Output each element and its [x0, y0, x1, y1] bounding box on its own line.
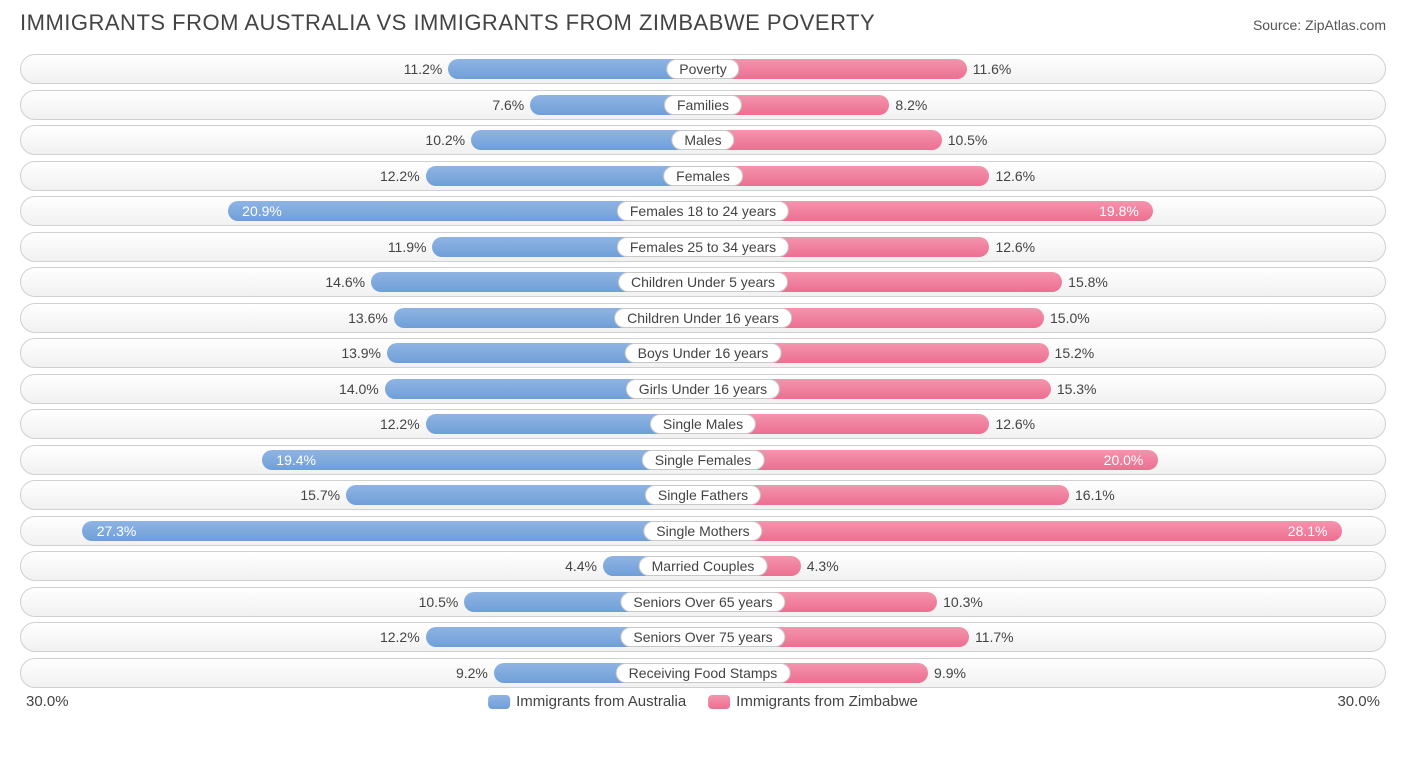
chart-row: 15.7% 16.1% Single Fathers [20, 480, 1386, 510]
value-left: 13.6% [348, 310, 388, 326]
category-label: Seniors Over 75 years [620, 627, 785, 647]
chart-row: 12.2% 12.6% Single Males [20, 409, 1386, 439]
category-label: Single Males [650, 414, 756, 434]
value-right: 8.2% [895, 97, 927, 113]
value-left: 14.0% [339, 381, 379, 397]
bar-left [448, 59, 703, 79]
legend-item-left: Immigrants from Australia [488, 693, 686, 710]
category-label: Married Couples [639, 556, 768, 576]
value-right: 15.2% [1055, 345, 1095, 361]
axis-max-left: 30.0% [26, 693, 69, 710]
value-left: 11.9% [388, 239, 427, 255]
value-right: 12.6% [995, 239, 1035, 255]
category-label: Poverty [666, 59, 739, 79]
category-label: Single Females [642, 450, 765, 470]
diverging-bar-chart: 11.2%11.6%Poverty7.6%8.2%Families10.2%10… [20, 54, 1386, 688]
value-right: 9.9% [934, 665, 966, 681]
chart-row: 10.2% 10.5% Males [20, 125, 1386, 155]
chart-title: IMMIGRANTS FROM AUSTRALIA VS IMMIGRANTS … [20, 10, 875, 36]
bar-left [471, 130, 703, 150]
header: IMMIGRANTS FROM AUSTRALIA VS IMMIGRANTS … [20, 10, 1386, 36]
value-left: 10.2% [425, 132, 465, 148]
category-label: Females 25 to 34 years [617, 237, 789, 257]
value-left: 27.3% [97, 523, 137, 539]
value-left: 4.4% [565, 558, 597, 574]
axis-row: 30.0% Immigrants from Australia Immigran… [20, 693, 1386, 710]
chart-row: 11.9% 12.6% Females 25 to 34 years [20, 232, 1386, 262]
chart-row: 14.0% 15.3% Girls Under 16 years [20, 374, 1386, 404]
value-right: 10.3% [943, 594, 983, 610]
source-name: ZipAtlas.com [1305, 17, 1386, 33]
chart-row: 10.5% 10.3% Seniors Over 65 years [20, 587, 1386, 617]
category-label: Single Fathers [645, 485, 761, 505]
chart-row: 12.2% 11.7% Seniors Over 75 years [20, 622, 1386, 652]
bar-left [82, 521, 703, 541]
category-label: Females [663, 166, 743, 186]
category-label: Single Mothers [643, 521, 762, 541]
category-label: Receiving Food Stamps [616, 663, 791, 683]
bar-right [703, 521, 1342, 541]
chart-row: 13.9% 15.2% Boys Under 16 years [20, 338, 1386, 368]
value-right: 10.5% [948, 132, 988, 148]
value-left: 11.2% [404, 61, 443, 77]
category-label: Males [671, 130, 734, 150]
axis-max-right: 30.0% [1337, 693, 1380, 710]
category-label: Girls Under 16 years [626, 379, 780, 399]
category-label: Females 18 to 24 years [617, 201, 789, 221]
legend-label-left: Immigrants from Australia [516, 693, 686, 710]
value-left: 9.2% [456, 665, 488, 681]
source-attribution: Source: ZipAtlas.com [1253, 17, 1386, 33]
value-right: 11.7% [975, 629, 1014, 645]
value-left: 14.6% [325, 274, 365, 290]
value-right: 15.3% [1057, 381, 1097, 397]
bar-right [703, 130, 942, 150]
value-left: 12.2% [380, 168, 420, 184]
bar-right [703, 59, 967, 79]
chart-row: 9.2% 9.9% Receiving Food Stamps [20, 658, 1386, 688]
category-label: Seniors Over 65 years [620, 592, 785, 612]
value-left: 15.7% [300, 487, 340, 503]
chart-row: 11.2% 11.6% Poverty [20, 54, 1386, 84]
chart-row: 4.4% 4.3% Married Couples [20, 551, 1386, 581]
value-right: 12.6% [995, 168, 1035, 184]
legend-item-right: Immigrants from Zimbabwe [708, 693, 918, 710]
value-right: 28.1% [1288, 523, 1328, 539]
bar-left [262, 450, 703, 470]
value-right: 12.6% [995, 416, 1035, 432]
legend-swatch-left [488, 695, 510, 709]
value-right: 19.8% [1099, 203, 1139, 219]
value-right: 4.3% [807, 558, 839, 574]
value-left: 12.2% [380, 416, 420, 432]
value-right: 15.0% [1050, 310, 1090, 326]
value-left: 12.2% [380, 629, 420, 645]
chart-row: 12.2% 12.6% Females [20, 161, 1386, 191]
legend-label-right: Immigrants from Zimbabwe [736, 693, 918, 710]
value-left: 13.9% [341, 345, 381, 361]
chart-row: 7.6% 8.2% Families [20, 90, 1386, 120]
bar-right [703, 450, 1158, 470]
source-label: Source: [1253, 17, 1301, 33]
value-right: 16.1% [1075, 487, 1115, 503]
chart-row: 19.4% 20.0% Single Females [20, 445, 1386, 475]
category-label: Boys Under 16 years [625, 343, 782, 363]
legend: Immigrants from Australia Immigrants fro… [488, 693, 918, 710]
value-left: 10.5% [419, 594, 459, 610]
value-right: 15.8% [1068, 274, 1108, 290]
value-right: 11.6% [973, 61, 1012, 77]
value-left: 20.9% [242, 203, 282, 219]
bar-right [703, 166, 989, 186]
chart-row: 14.6% 15.8% Children Under 5 years [20, 267, 1386, 297]
category-label: Children Under 5 years [618, 272, 788, 292]
value-left: 19.4% [276, 452, 316, 468]
bar-left [426, 166, 703, 186]
category-label: Families [664, 95, 742, 115]
value-right: 20.0% [1104, 452, 1144, 468]
value-left: 7.6% [492, 97, 524, 113]
category-label: Children Under 16 years [614, 308, 792, 328]
chart-row: 27.3% 28.1% Single Mothers [20, 516, 1386, 546]
chart-row: 20.9% 19.8% Females 18 to 24 years [20, 196, 1386, 226]
legend-swatch-right [708, 695, 730, 709]
chart-row: 13.6% 15.0% Children Under 16 years [20, 303, 1386, 333]
